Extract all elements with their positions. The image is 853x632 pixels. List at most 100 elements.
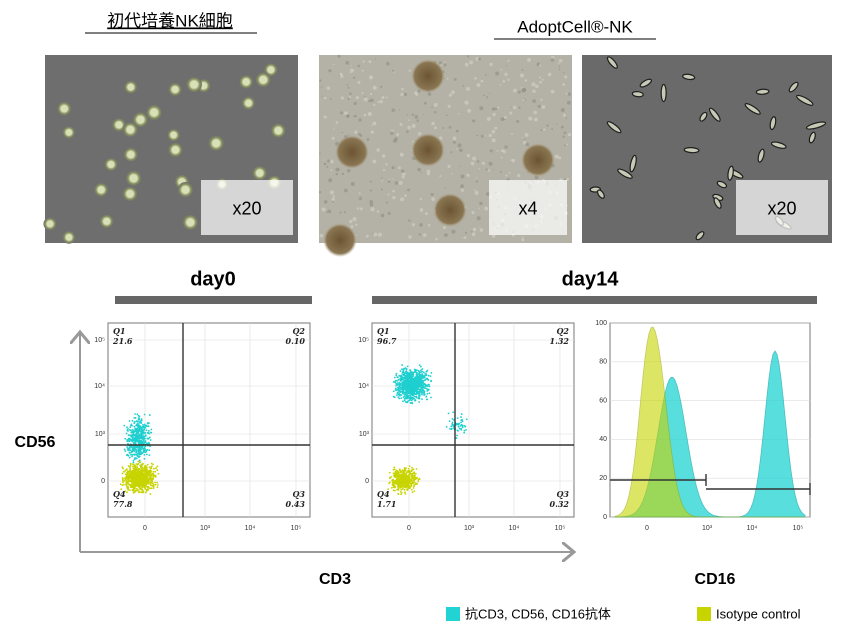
event: [129, 449, 132, 452]
event: [125, 475, 128, 478]
event: [132, 489, 135, 492]
event: [403, 399, 406, 402]
event: [407, 386, 409, 389]
texture: [451, 90, 455, 94]
plot-frame: [371, 322, 575, 518]
event: [141, 479, 144, 482]
event: [149, 483, 152, 486]
event: [126, 470, 129, 473]
event: [132, 432, 135, 435]
event: [148, 481, 151, 484]
event: [396, 379, 399, 382]
texture: [335, 167, 340, 172]
texture: [339, 111, 343, 115]
event: [127, 474, 130, 477]
event: [142, 481, 145, 484]
event: [142, 450, 145, 453]
magnification-box: [736, 180, 828, 235]
texture: [500, 68, 503, 71]
event: [137, 440, 140, 443]
event: [133, 416, 136, 419]
event: [137, 478, 140, 480]
event: [408, 399, 411, 402]
event: [411, 375, 414, 378]
event: [408, 477, 411, 480]
event: [400, 491, 403, 494]
event: [130, 429, 132, 432]
event: [460, 421, 462, 424]
event: [396, 471, 399, 474]
event: [405, 396, 408, 399]
event: [405, 390, 408, 393]
event: [410, 389, 413, 392]
texture: [355, 95, 359, 100]
event: [149, 475, 152, 477]
texture: [366, 137, 370, 141]
texture: [460, 174, 465, 179]
event: [423, 376, 426, 379]
texture: [355, 223, 358, 226]
event: [141, 451, 144, 454]
event: [125, 432, 128, 435]
texture: [491, 234, 496, 238]
texture: [476, 216, 481, 221]
event: [430, 396, 432, 399]
texture: [558, 62, 560, 64]
texture: [431, 106, 433, 109]
texture: [452, 140, 456, 144]
event: [133, 421, 136, 424]
texture: [320, 86, 323, 88]
event: [145, 489, 148, 491]
event: [148, 480, 151, 482]
cell: [769, 116, 777, 131]
event: [402, 481, 404, 484]
event: [142, 477, 145, 480]
event: [145, 450, 148, 452]
texture: [493, 169, 495, 171]
texture: [398, 180, 403, 185]
texture: [551, 128, 554, 130]
event: [150, 477, 153, 480]
event: [131, 430, 134, 433]
event: [131, 448, 134, 451]
texture: [480, 79, 484, 83]
texture: [556, 123, 558, 125]
event: [410, 479, 412, 482]
event: [404, 389, 407, 391]
texture: [337, 168, 340, 171]
event: [409, 376, 412, 379]
event: [408, 392, 411, 395]
event: [130, 484, 133, 487]
texture: [372, 121, 377, 126]
event: [406, 488, 408, 491]
texture: [525, 142, 530, 147]
event: [126, 487, 129, 489]
texture: [362, 60, 365, 63]
event: [150, 428, 153, 431]
event: [122, 481, 124, 484]
event: [122, 470, 125, 473]
texture: [439, 175, 442, 178]
texture: [464, 100, 469, 105]
event: [413, 390, 416, 392]
texture: [507, 59, 510, 62]
texture: [401, 175, 405, 179]
event: [411, 476, 414, 479]
texture: [518, 106, 521, 109]
event: [143, 480, 145, 483]
event: [460, 419, 463, 422]
event: [417, 375, 420, 378]
event: [142, 462, 144, 465]
texture: [505, 65, 508, 67]
texture: [407, 125, 411, 130]
texture: [363, 97, 368, 102]
event: [399, 485, 402, 488]
cell: [62, 126, 76, 139]
event: [415, 468, 418, 470]
texture: [352, 115, 355, 117]
texture: [329, 98, 332, 101]
event: [145, 484, 147, 487]
texture: [450, 173, 453, 175]
event: [405, 370, 408, 372]
texture: [486, 117, 491, 121]
